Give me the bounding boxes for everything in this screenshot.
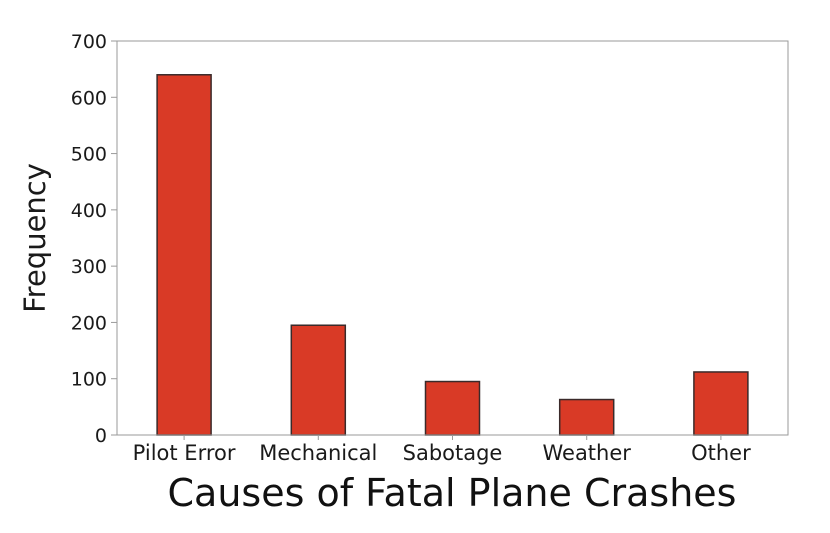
y-tick-label: 700 bbox=[71, 31, 107, 53]
y-axis-ticks: 0 100 200 300 400 500 600 700 bbox=[71, 31, 117, 447]
bar-pilot-error bbox=[156, 74, 212, 436]
y-tick-label: 100 bbox=[71, 369, 107, 391]
x-category-label: Sabotage bbox=[403, 441, 503, 465]
plot-frame bbox=[116, 40, 789, 436]
bar-weather bbox=[558, 398, 615, 436]
x-axis-category-labels: Pilot Error Mechanical Sabotage Weather Othe… bbox=[133, 435, 751, 465]
y-axis-label: Frequency bbox=[18, 163, 52, 313]
x-category-label: Pilot Error bbox=[133, 441, 236, 465]
x-category-label: Mechanical bbox=[259, 441, 377, 465]
x-category-label: Other bbox=[691, 441, 751, 465]
y-tick-label: 500 bbox=[71, 144, 107, 166]
y-tick-label: 400 bbox=[71, 200, 107, 222]
bar-other bbox=[693, 371, 749, 436]
bar-sabotage bbox=[424, 380, 481, 436]
bars bbox=[156, 74, 749, 436]
y-tick-label: 300 bbox=[71, 256, 107, 278]
x-axis-label: Causes of Fatal Plane Crashes bbox=[168, 471, 737, 515]
y-tick-label: 600 bbox=[71, 87, 107, 109]
bar-mechanical bbox=[290, 324, 347, 436]
y-tick-label: 0 bbox=[95, 425, 107, 447]
y-tick-label: 200 bbox=[71, 312, 107, 334]
x-category-label: Weather bbox=[542, 441, 631, 465]
